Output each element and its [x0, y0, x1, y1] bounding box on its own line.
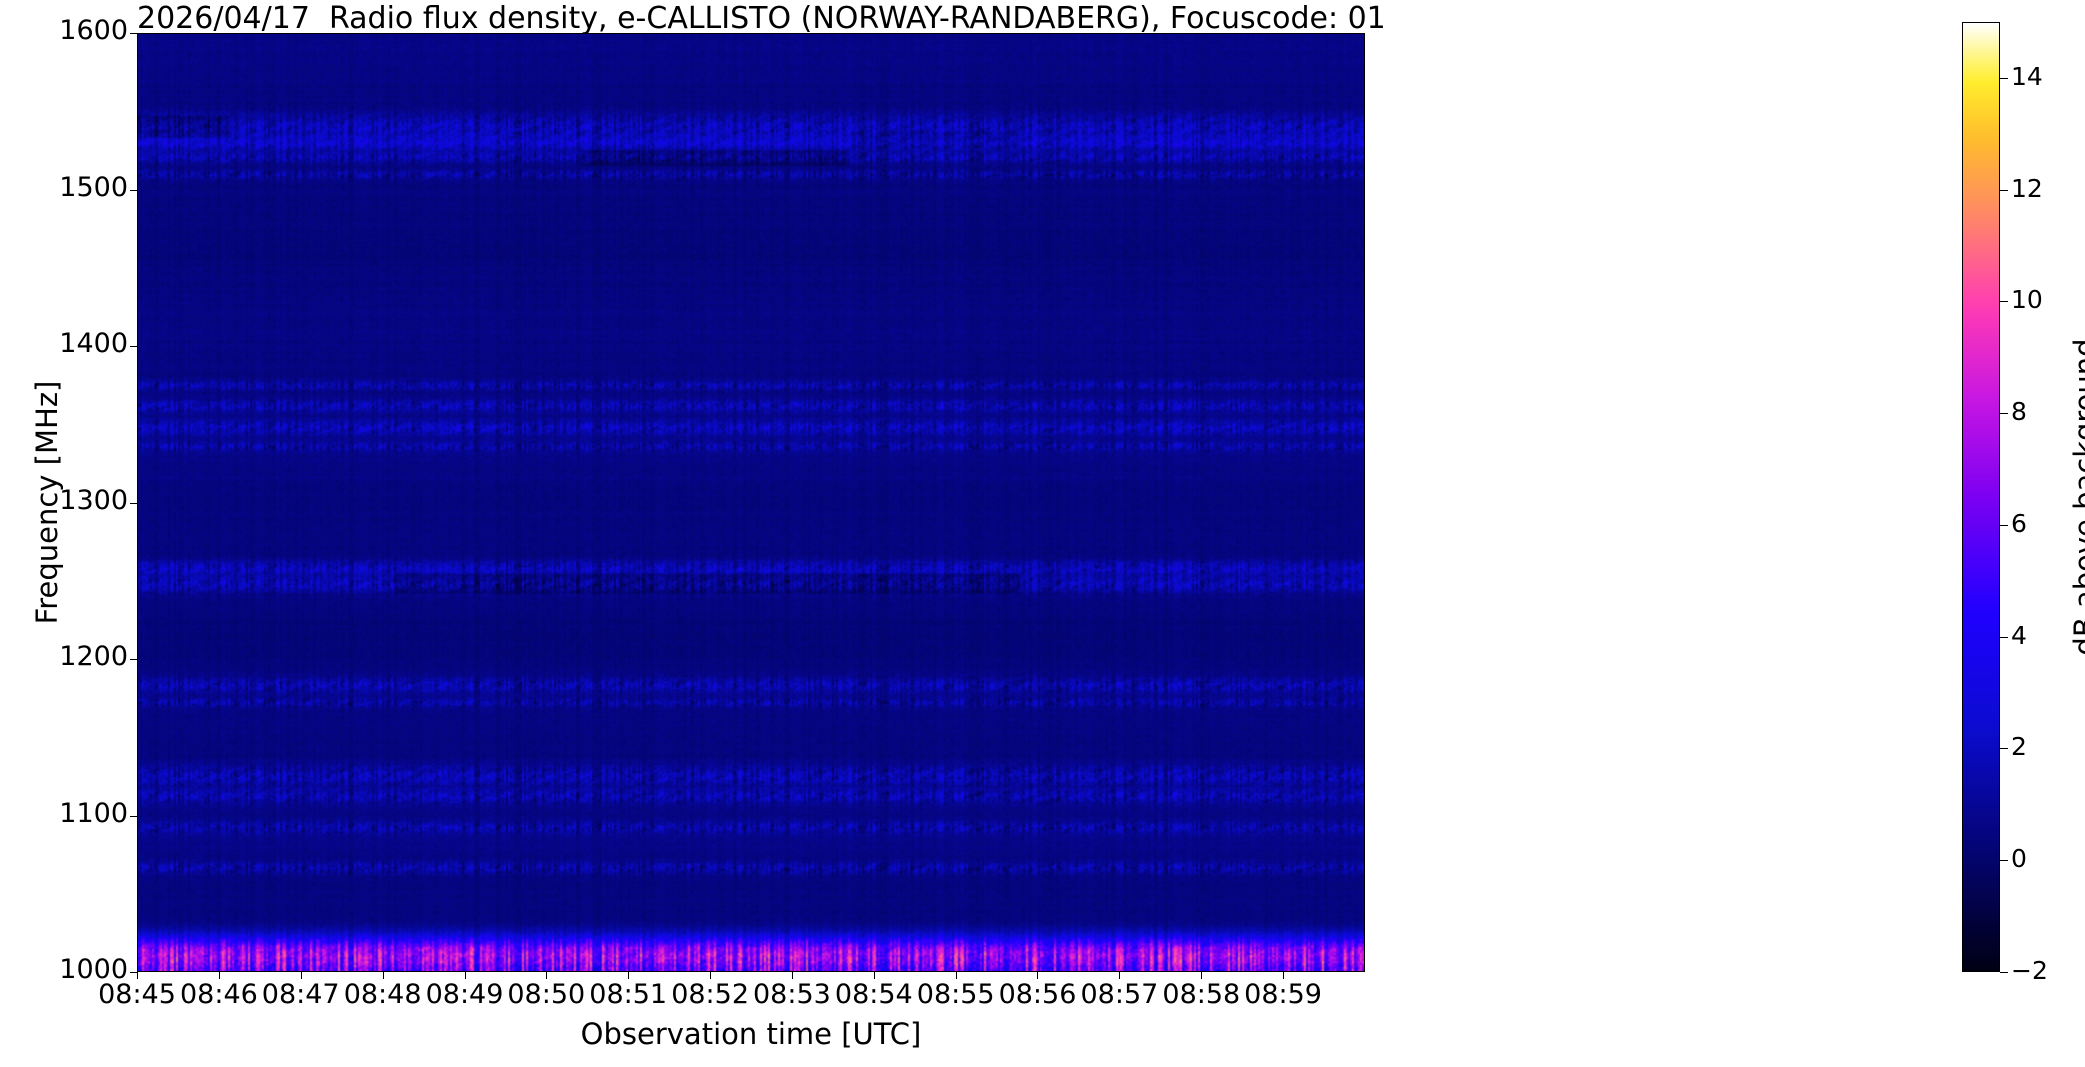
x-tick-mark	[710, 972, 712, 979]
y-tick-label: 1400	[59, 328, 128, 359]
x-axis-label: Observation time [UTC]	[580, 1017, 922, 1051]
colorbar-label: dB above background	[2068, 338, 2085, 656]
y-tick-label: 1100	[59, 797, 128, 829]
x-tick-label: 08:52	[671, 979, 749, 1010]
x-tick-label: 08:57	[1080, 979, 1159, 1010]
y-tick-mark	[130, 189, 137, 191]
colorbar-gradient	[1963, 23, 1999, 971]
colorbar-tick-mark	[2000, 636, 2008, 638]
colorbar-tick-label: 12	[2011, 173, 2043, 203]
spectrogram-plot-area[interactable]	[137, 33, 1365, 972]
colorbar-tick-label: 2	[2011, 732, 2027, 762]
x-tick-mark	[1119, 972, 1121, 979]
y-tick-label: 1600	[59, 15, 128, 46]
y-tick-mark	[130, 33, 137, 34]
x-tick-mark	[382, 972, 384, 979]
spectrogram-image	[138, 34, 1364, 971]
colorbar-tick-mark	[2000, 301, 2008, 303]
x-tick-mark	[1037, 972, 1039, 979]
y-tick-label: 1500	[59, 171, 128, 203]
colorbar-tick-label: 8	[2011, 397, 2027, 427]
y-tick-mark	[130, 346, 137, 347]
colorbar-tick-mark	[2000, 748, 2008, 750]
colorbar-tick-label: 4	[2011, 620, 2027, 650]
x-tick-label: 08:50	[507, 979, 586, 1010]
x-tick-label: 08:53	[752, 979, 831, 1010]
x-tick-mark	[300, 972, 302, 979]
x-tick-mark	[464, 972, 466, 979]
colorbar-tick-mark	[2000, 413, 2008, 415]
x-tick-label: 08:47	[261, 979, 340, 1010]
colorbar-tick-mark	[2000, 524, 2008, 526]
colorbar-tick-mark	[2000, 77, 2008, 79]
x-tick-label: 08:56	[998, 979, 1077, 1010]
x-tick-mark	[1283, 972, 1285, 979]
x-tick-label: 08:54	[834, 979, 913, 1010]
x-tick-mark	[628, 972, 630, 979]
x-tick-mark	[955, 972, 957, 979]
x-tick-mark	[218, 972, 220, 979]
x-tick-mark	[137, 972, 138, 979]
y-tick-label: 1300	[59, 484, 128, 516]
y-tick-mark	[130, 972, 137, 973]
x-tick-mark	[873, 972, 875, 979]
figure-title: 2026/04/17 Radio flux density, e-CALLIST…	[137, 1, 1386, 36]
colorbar-tick-mark	[2000, 972, 2008, 973]
colorbar-tick-label: −2	[2011, 956, 2048, 985]
x-tick-label: 08:46	[180, 979, 258, 1010]
x-tick-label: 08:51	[589, 979, 668, 1010]
y-tick-mark	[130, 815, 137, 817]
colorbar-tick-mark	[2000, 860, 2008, 862]
x-tick-label: 08:59	[1244, 979, 1322, 1010]
y-tick-mark	[130, 502, 137, 504]
colorbar-tick-label: 14	[2011, 61, 2043, 91]
x-tick-mark	[791, 972, 793, 979]
x-tick-label: 08:55	[916, 979, 995, 1010]
x-tick-label: 08:48	[343, 979, 422, 1010]
x-tick-label: 08:49	[425, 979, 504, 1010]
colorbar[interactable]	[1962, 22, 2000, 972]
x-tick-label: 08:58	[1162, 979, 1241, 1010]
x-tick-mark	[1201, 972, 1203, 979]
x-tick-label: 08:45	[98, 979, 176, 1010]
colorbar-tick-label: 6	[2011, 508, 2027, 538]
x-tick-mark	[546, 972, 548, 979]
colorbar-tick-label: 0	[2011, 844, 2027, 874]
y-tick-label: 1000	[59, 954, 128, 985]
colorbar-tick-mark	[2000, 189, 2008, 191]
y-tick-mark	[130, 659, 137, 660]
colorbar-tick-label: 10	[2011, 285, 2043, 315]
y-tick-label: 1200	[59, 641, 128, 672]
